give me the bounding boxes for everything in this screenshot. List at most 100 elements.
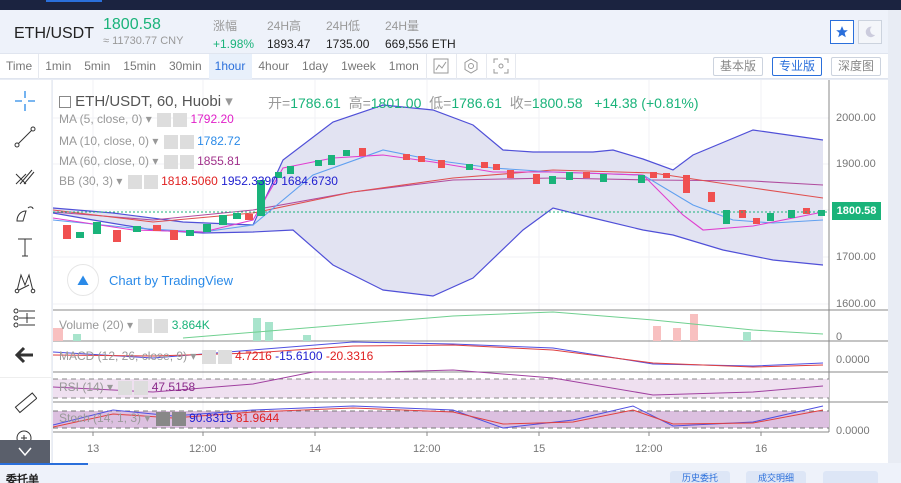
stat-high: 24H高 1893.47	[267, 19, 311, 51]
tab-open-orders[interactable]: 委托单	[6, 474, 39, 483]
settings-button[interactable]	[455, 53, 486, 79]
crosshair-icon	[15, 91, 35, 111]
measure-tool-icon	[13, 308, 35, 328]
pattern-tool[interactable]	[10, 268, 40, 298]
interval-15min[interactable]: 15min	[123, 58, 156, 73]
collapse-legend-icon[interactable]	[59, 96, 71, 109]
interval-time[interactable]: Time	[0, 53, 40, 79]
price-tick: 1700.00	[836, 251, 876, 263]
close-icon[interactable]	[179, 134, 194, 149]
ruler-tool[interactable]	[10, 388, 40, 418]
tradingview-watermark[interactable]: ⛰ Chart by TradingView	[67, 264, 233, 296]
tab-trades[interactable]: 成交明细	[746, 471, 806, 483]
settings-icon	[464, 58, 478, 74]
settings-icon[interactable]	[138, 318, 153, 333]
market-header: ETH/USDT 1800.58 ≈ 11730.77 CNY 涨幅 +1.98%…	[0, 10, 888, 54]
crosshair-tool[interactable]	[10, 86, 40, 116]
time-tick: 15	[533, 443, 546, 455]
drawing-toolbar	[0, 80, 52, 463]
pattern-icon	[14, 273, 36, 294]
active-tab-indicator	[0, 463, 88, 465]
interval-1week[interactable]: 1week	[341, 58, 376, 73]
stat-volume: 24H量 669,556 ETH	[385, 19, 456, 51]
chevron-down-icon	[18, 447, 32, 456]
tradingview-logo-icon: ⛰	[67, 264, 99, 296]
chart-area[interactable]: ETH/USDT, 60, Huobi ▾ 开=1786.61 高=1801.0…	[53, 80, 888, 463]
price-tick: 2000.00	[836, 112, 876, 124]
settings-icon[interactable]	[201, 349, 216, 364]
text-tool[interactable]	[10, 232, 40, 262]
time-tick: 14	[309, 443, 322, 455]
interval-1day[interactable]: 1day	[302, 58, 329, 73]
settings-icon[interactable]	[157, 112, 172, 127]
back-button[interactable]	[10, 340, 40, 370]
ruler-icon	[14, 392, 37, 414]
close-icon[interactable]	[171, 411, 186, 426]
study-ma5[interactable]: MA (5, close, 0) ▾ 1792.20	[59, 112, 234, 127]
close-icon[interactable]	[154, 318, 169, 333]
settings-icon[interactable]	[118, 380, 133, 395]
last-price: 1800.58	[103, 16, 161, 33]
trend-line-icon	[14, 126, 36, 148]
pair-name: ETH/USDT	[14, 25, 94, 42]
study-ma10[interactable]: MA (10, close, 0) ▾ 1782.72	[59, 134, 241, 149]
right-panel-edge	[889, 10, 901, 463]
pane-macd-legend[interactable]: MACD (12, 26, close, 9) ▾ 4.7216 -15.610…	[59, 349, 374, 364]
interval-1min[interactable]: 1min	[45, 58, 72, 73]
settings-icon[interactable]	[163, 154, 178, 169]
fullscreen-button[interactable]	[485, 53, 516, 79]
current-price-label: 1800.58	[832, 202, 881, 220]
interval-4hour[interactable]: 4hour	[258, 58, 290, 73]
close-icon[interactable]	[217, 349, 232, 364]
time-tick: 12:00	[413, 443, 441, 455]
tab-history[interactable]: 历史委托	[670, 471, 730, 483]
time-tick: 12:00	[189, 443, 217, 455]
macd-axis-tick: 0.0000	[836, 354, 870, 366]
chart-toolbar: Time 1min 5min 15min 30min 1hour 4hour 1…	[0, 53, 888, 79]
theme-toggle-button[interactable]	[858, 20, 882, 44]
close-icon[interactable]	[179, 154, 194, 169]
stat-change: 涨幅 +1.98%	[213, 19, 255, 51]
interval-1mon[interactable]: 1mon	[388, 58, 419, 73]
volume-axis-tick: 0	[836, 331, 843, 343]
close-icon[interactable]	[173, 112, 188, 127]
indicator-button[interactable]	[425, 53, 456, 79]
settings-icon[interactable]	[127, 174, 142, 189]
pane-volume-legend[interactable]: Volume (20) ▾ 3.864K	[59, 318, 210, 333]
time-tick: 16	[755, 443, 768, 455]
text-icon	[18, 238, 32, 257]
settings-icon[interactable]	[163, 134, 178, 149]
pane-stoch-legend[interactable]: Stoch (14, 1, 3) ▾ 90.8319 81.9644	[59, 411, 280, 426]
time-tick: 13	[87, 443, 100, 455]
measure-tool[interactable]	[10, 303, 40, 333]
brush-tool[interactable]	[10, 198, 40, 228]
pitchfork-icon	[15, 169, 35, 185]
chart-title[interactable]: ETH/USDT, 60, Huobi ▾	[59, 92, 233, 110]
pane-rsi-legend[interactable]: RSI (14) ▾ 47.5158	[59, 380, 196, 395]
collapse-toolbar-button[interactable]	[0, 440, 50, 463]
close-icon[interactable]	[134, 380, 149, 395]
view-depth-button[interactable]: 深度图	[831, 57, 882, 76]
ohlc-values: 开=1786.61 高=1801.00 低=1786.61 收=1800.58 …	[268, 95, 699, 111]
interval-5min[interactable]: 5min	[84, 58, 111, 73]
pitchfork-tool[interactable]	[10, 160, 40, 190]
close-icon[interactable]	[143, 174, 158, 189]
study-bb[interactable]: BB (30, 3) ▾ 1818.5060 1952.3390 1684.67…	[59, 174, 338, 189]
cny-price: ≈ 11730.77 CNY	[103, 35, 184, 47]
tab-extra[interactable]	[823, 471, 878, 483]
view-pro-button[interactable]: 专业版	[772, 57, 823, 76]
moon-icon	[865, 26, 876, 38]
favorite-button[interactable]	[830, 20, 854, 44]
stat-low: 24H低 1735.00	[326, 19, 370, 51]
price-tick: 1900.00	[836, 158, 876, 170]
back-arrow-icon	[15, 346, 33, 364]
star-icon	[836, 26, 848, 38]
interval-30min[interactable]: 30min	[168, 58, 202, 73]
price-tick: 1600.00	[836, 298, 876, 310]
study-ma60[interactable]: MA (60, close, 0) ▾ 1855.81	[59, 154, 241, 169]
interval-1hour[interactable]: 1hour	[208, 53, 253, 79]
trend-line-tool[interactable]	[10, 122, 40, 152]
indicator-icon	[433, 58, 449, 74]
view-basic-button[interactable]: 基本版	[713, 57, 764, 76]
settings-icon[interactable]	[155, 411, 170, 426]
